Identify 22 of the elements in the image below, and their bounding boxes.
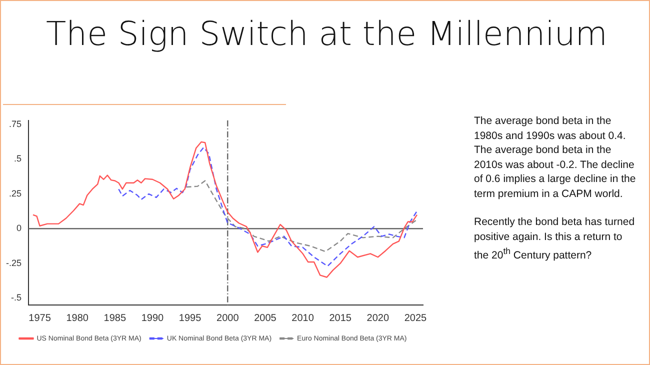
x-tick-label: 2020	[366, 312, 390, 324]
x-tick-label: 2000	[216, 312, 240, 324]
x-tick-label: 1975	[28, 312, 52, 324]
x-tick-label: 1980	[66, 312, 89, 324]
line-series	[186, 180, 418, 252]
y-tick-label: 0	[16, 223, 22, 234]
x-tick-label: 2005	[254, 312, 277, 324]
text: Recently the bond beta has turned positive again. Is this a return to the 20$^{th}$ Century pattern?	[474, 215, 636, 263]
chart-title: The Sign Switch at the Millennium	[46, 14, 608, 53]
y-tick-label: .25	[8, 188, 22, 198]
line-series	[118, 146, 418, 267]
y-tick-label: -.5	[10, 292, 22, 303]
x-tick-label: 2015	[329, 312, 352, 324]
x-tick-label: 2010	[292, 312, 314, 324]
x-tick-label: 2025	[404, 312, 428, 324]
x-tick-label: 1985	[104, 312, 126, 324]
x-tick-label: 1990	[141, 312, 164, 324]
y-tick-label: .5	[14, 154, 22, 164]
y-tick-label: .75	[8, 119, 22, 130]
text: The average bond beta in the 1980s and 1990s was about 0.4. The average bond beta in the 2010s was about -0.2. The decline of 0.6 implies a large decline in the term premium in a CAPM world.	[474, 114, 637, 201]
x-tick-label: 1995	[178, 312, 202, 324]
y-tick-label: -.25	[6, 258, 22, 268]
